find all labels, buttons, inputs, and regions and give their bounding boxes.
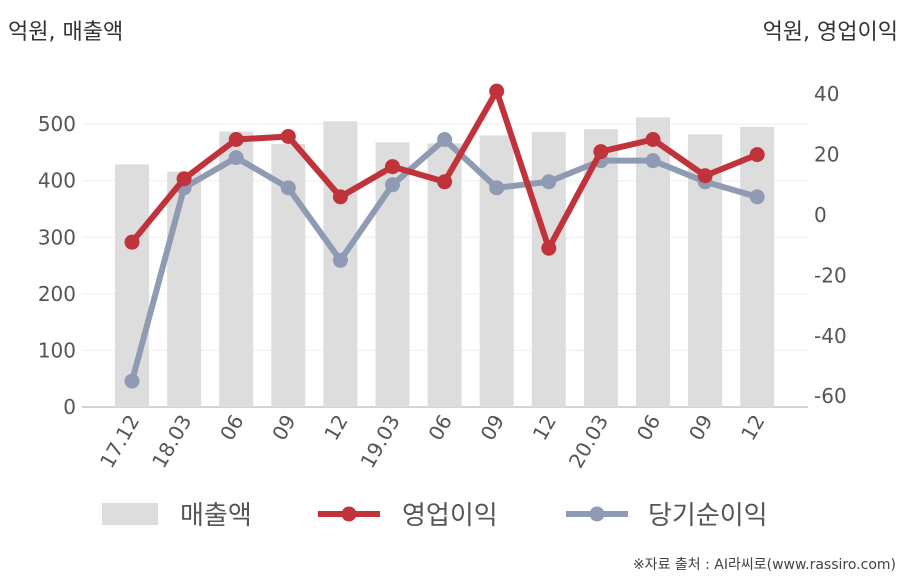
point-영업이익 bbox=[280, 128, 296, 144]
y-left-tick-label: 400 bbox=[38, 169, 76, 193]
point-영업이익 bbox=[749, 147, 765, 163]
left-axis-unit: 억원, 매출액 bbox=[8, 20, 124, 45]
point-영업이익 bbox=[645, 132, 661, 147]
y-left-tick-label: 300 bbox=[38, 225, 76, 249]
legend-label-당기순이익: 당기순이익 bbox=[648, 501, 768, 531]
point-영업이익 bbox=[437, 174, 453, 190]
x-tick-label: 20.03 bbox=[564, 411, 613, 473]
right-axis-unit: 억원, 영업이익 bbox=[762, 20, 898, 45]
point-영업이익 bbox=[541, 240, 557, 256]
point-영업이익 bbox=[124, 234, 140, 250]
x-tick-label: 09 bbox=[684, 411, 718, 445]
point-당기순이익 bbox=[124, 373, 140, 389]
point-영업이익 bbox=[385, 159, 400, 175]
legend-label-영업이익: 영업이익 bbox=[402, 501, 498, 531]
bar-매출액 bbox=[740, 126, 775, 407]
y-right-tick-label: 40 bbox=[814, 82, 839, 106]
x-tick-label: 06 bbox=[215, 411, 249, 445]
y-right-tick-label: -20 bbox=[814, 263, 847, 287]
y-left-tick-label: 500 bbox=[38, 112, 76, 136]
bar-매출액 bbox=[219, 131, 254, 408]
x-tick-label: 19.03 bbox=[355, 411, 404, 473]
x-tick-label: 18.03 bbox=[147, 411, 196, 473]
x-tick-label: 09 bbox=[476, 411, 510, 445]
point-영업이익 bbox=[593, 144, 609, 160]
point-당기순이익 bbox=[437, 132, 453, 147]
y-right-tick-label: 0 bbox=[814, 203, 827, 227]
bar-매출액 bbox=[167, 171, 202, 407]
source-note: ※자료 출처 : AI라씨로(www.rassiro.com) bbox=[632, 557, 896, 573]
bar-매출액 bbox=[115, 164, 149, 407]
point-당기순이익 bbox=[228, 150, 244, 166]
point-당기순이익 bbox=[280, 180, 296, 196]
point-영업이익 bbox=[697, 168, 713, 184]
point-당기순이익 bbox=[385, 177, 400, 193]
x-tick-label: 06 bbox=[423, 411, 457, 445]
y-right-tick-label: -40 bbox=[814, 324, 847, 348]
x-tick-label: 12 bbox=[528, 411, 562, 445]
x-tick-label: 17.12 bbox=[95, 411, 144, 473]
y-left-tick-label: 200 bbox=[38, 282, 76, 306]
legend-label-매출액: 매출액 bbox=[180, 501, 252, 531]
point-당기순이익 bbox=[749, 189, 765, 205]
x-tick-label: 12 bbox=[319, 411, 353, 445]
point-영업이익 bbox=[176, 171, 192, 187]
point-영업이익 bbox=[332, 189, 348, 205]
point-당기순이익 bbox=[489, 180, 505, 196]
x-tick-label: 12 bbox=[736, 411, 770, 445]
point-당기순이익 bbox=[332, 252, 348, 268]
x-tick-label: 09 bbox=[267, 411, 301, 445]
point-영업이익 bbox=[489, 83, 505, 99]
bar-매출액 bbox=[531, 132, 566, 407]
point-영업이익 bbox=[228, 132, 244, 147]
point-당기순이익 bbox=[541, 174, 557, 190]
y-right-tick-label: 20 bbox=[814, 143, 839, 167]
x-tick-label: 06 bbox=[632, 411, 666, 445]
legend-marker-당기순이익 bbox=[589, 506, 605, 522]
legend-swatch-매출액 bbox=[102, 503, 158, 525]
y-right-tick-label: -60 bbox=[814, 384, 847, 408]
y-left-tick-label: 100 bbox=[38, 338, 76, 362]
point-당기순이익 bbox=[645, 153, 661, 169]
legend-marker-영업이익 bbox=[341, 506, 357, 522]
y-left-tick-label: 0 bbox=[63, 395, 76, 419]
